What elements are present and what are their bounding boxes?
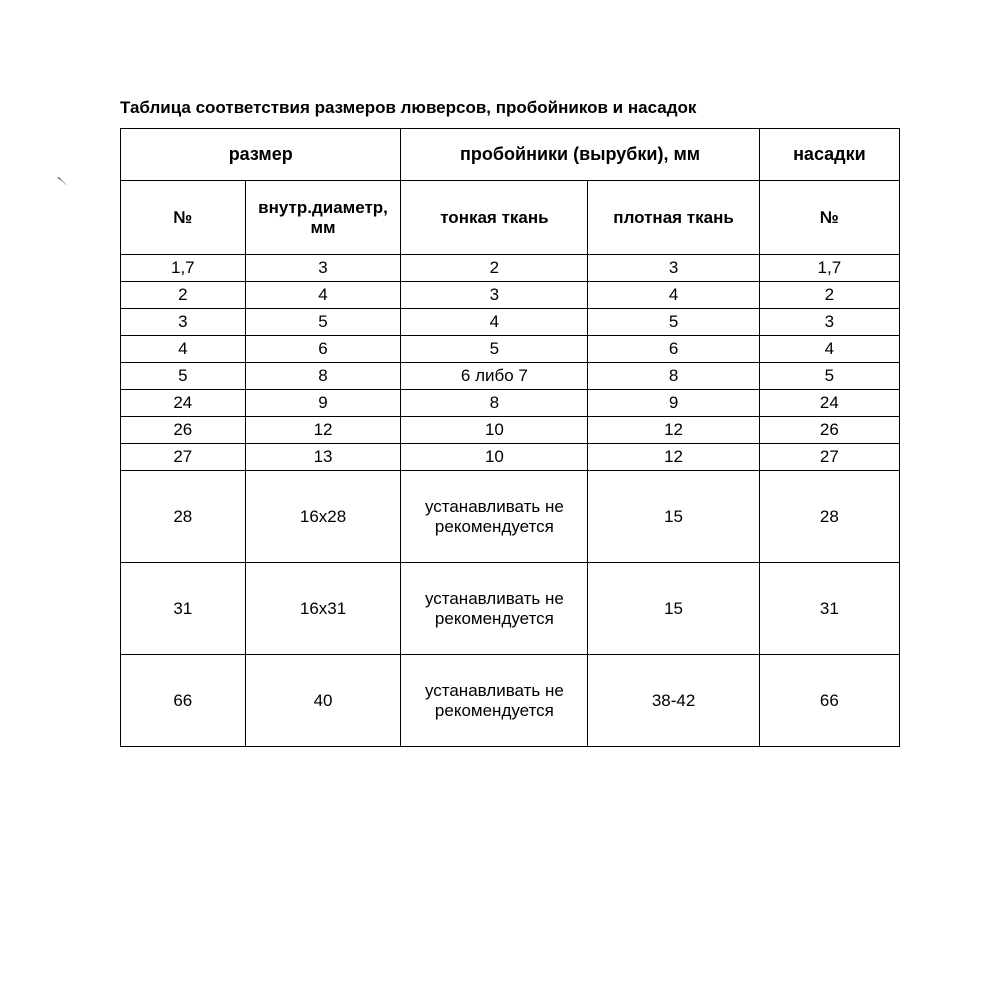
table-row: 2713101227 [121,444,900,471]
header-attachments: насадки [759,129,899,181]
header-punches: пробойники (вырубки), мм [401,129,759,181]
table-cell: 10 [401,444,588,471]
table-row: 2498924 [121,390,900,417]
table-cell: 40 [245,655,401,747]
table-cell: 2 [401,255,588,282]
table-row: 3116x31устанавливать не рекомендуется153… [121,563,900,655]
table-body: 1,73231,7243423545346564586 либо 7852498… [121,255,900,747]
table-cell: 26 [121,417,246,444]
table-cell: 15 [588,471,759,563]
table-cell: 6 [245,336,401,363]
table-cell: 3 [121,309,246,336]
table-cell: устанавливать не рекомендуется [401,655,588,747]
table-cell: 3 [401,282,588,309]
table-row: 586 либо 785 [121,363,900,390]
table-cell: 66 [759,655,899,747]
table-cell: 6 [588,336,759,363]
table-cell: 4 [759,336,899,363]
cursor-mark: ৲ [51,159,70,192]
table-cell: 2 [759,282,899,309]
table-cell: 24 [121,390,246,417]
table-row: 2612101226 [121,417,900,444]
table-cell: 24 [759,390,899,417]
table-cell: 5 [401,336,588,363]
table-row: 35453 [121,309,900,336]
table-cell: 5 [759,363,899,390]
table-cell: 8 [401,390,588,417]
table-title: Таблица соответствия размеров люверсов, … [120,98,900,118]
table-cell: 27 [759,444,899,471]
table-cell: 4 [245,282,401,309]
table-cell: 66 [121,655,246,747]
table-cell: 28 [759,471,899,563]
table-cell: 3 [245,255,401,282]
table-cell: 31 [121,563,246,655]
header-group-row: размер пробойники (вырубки), мм насадки [121,129,900,181]
table-cell: 8 [245,363,401,390]
subheader-num: № [121,181,246,255]
table-cell: 9 [588,390,759,417]
subheader-diam: внутр.диаметр, мм [245,181,401,255]
table-row: 1,73231,7 [121,255,900,282]
table-cell: 31 [759,563,899,655]
header-sub-row: № внутр.диаметр, мм тонкая ткань плотная… [121,181,900,255]
subheader-thin: тонкая ткань [401,181,588,255]
table-row: 2816x28устанавливать не рекомендуется152… [121,471,900,563]
table-cell: 12 [245,417,401,444]
table-cell: 5 [245,309,401,336]
table-container: Таблица соответствия размеров люверсов, … [120,98,900,747]
table-cell: 12 [588,417,759,444]
table-cell: 8 [588,363,759,390]
table-cell: 27 [121,444,246,471]
table-cell: 28 [121,471,246,563]
table-cell: устанавливать не рекомендуется [401,563,588,655]
sizing-table: размер пробойники (вырубки), мм насадки … [120,128,900,747]
table-cell: 4 [588,282,759,309]
table-row: 24342 [121,282,900,309]
table-cell: устанавливать не рекомендуется [401,471,588,563]
table-cell: 15 [588,563,759,655]
table-cell: 4 [121,336,246,363]
table-cell: 3 [759,309,899,336]
subheader-att-num: № [759,181,899,255]
table-cell: 26 [759,417,899,444]
table-row: 46564 [121,336,900,363]
header-size: размер [121,129,401,181]
table-row: 6640устанавливать не рекомендуется38-426… [121,655,900,747]
table-cell: 16x31 [245,563,401,655]
table-cell: 10 [401,417,588,444]
table-cell: 12 [588,444,759,471]
table-cell: 6 либо 7 [401,363,588,390]
table-cell: 1,7 [121,255,246,282]
table-cell: 1,7 [759,255,899,282]
table-cell: 2 [121,282,246,309]
table-cell: 5 [588,309,759,336]
table-cell: 13 [245,444,401,471]
subheader-thick: плотная ткань [588,181,759,255]
table-cell: 3 [588,255,759,282]
table-cell: 5 [121,363,246,390]
table-cell: 16x28 [245,471,401,563]
table-cell: 4 [401,309,588,336]
table-cell: 9 [245,390,401,417]
table-cell: 38-42 [588,655,759,747]
